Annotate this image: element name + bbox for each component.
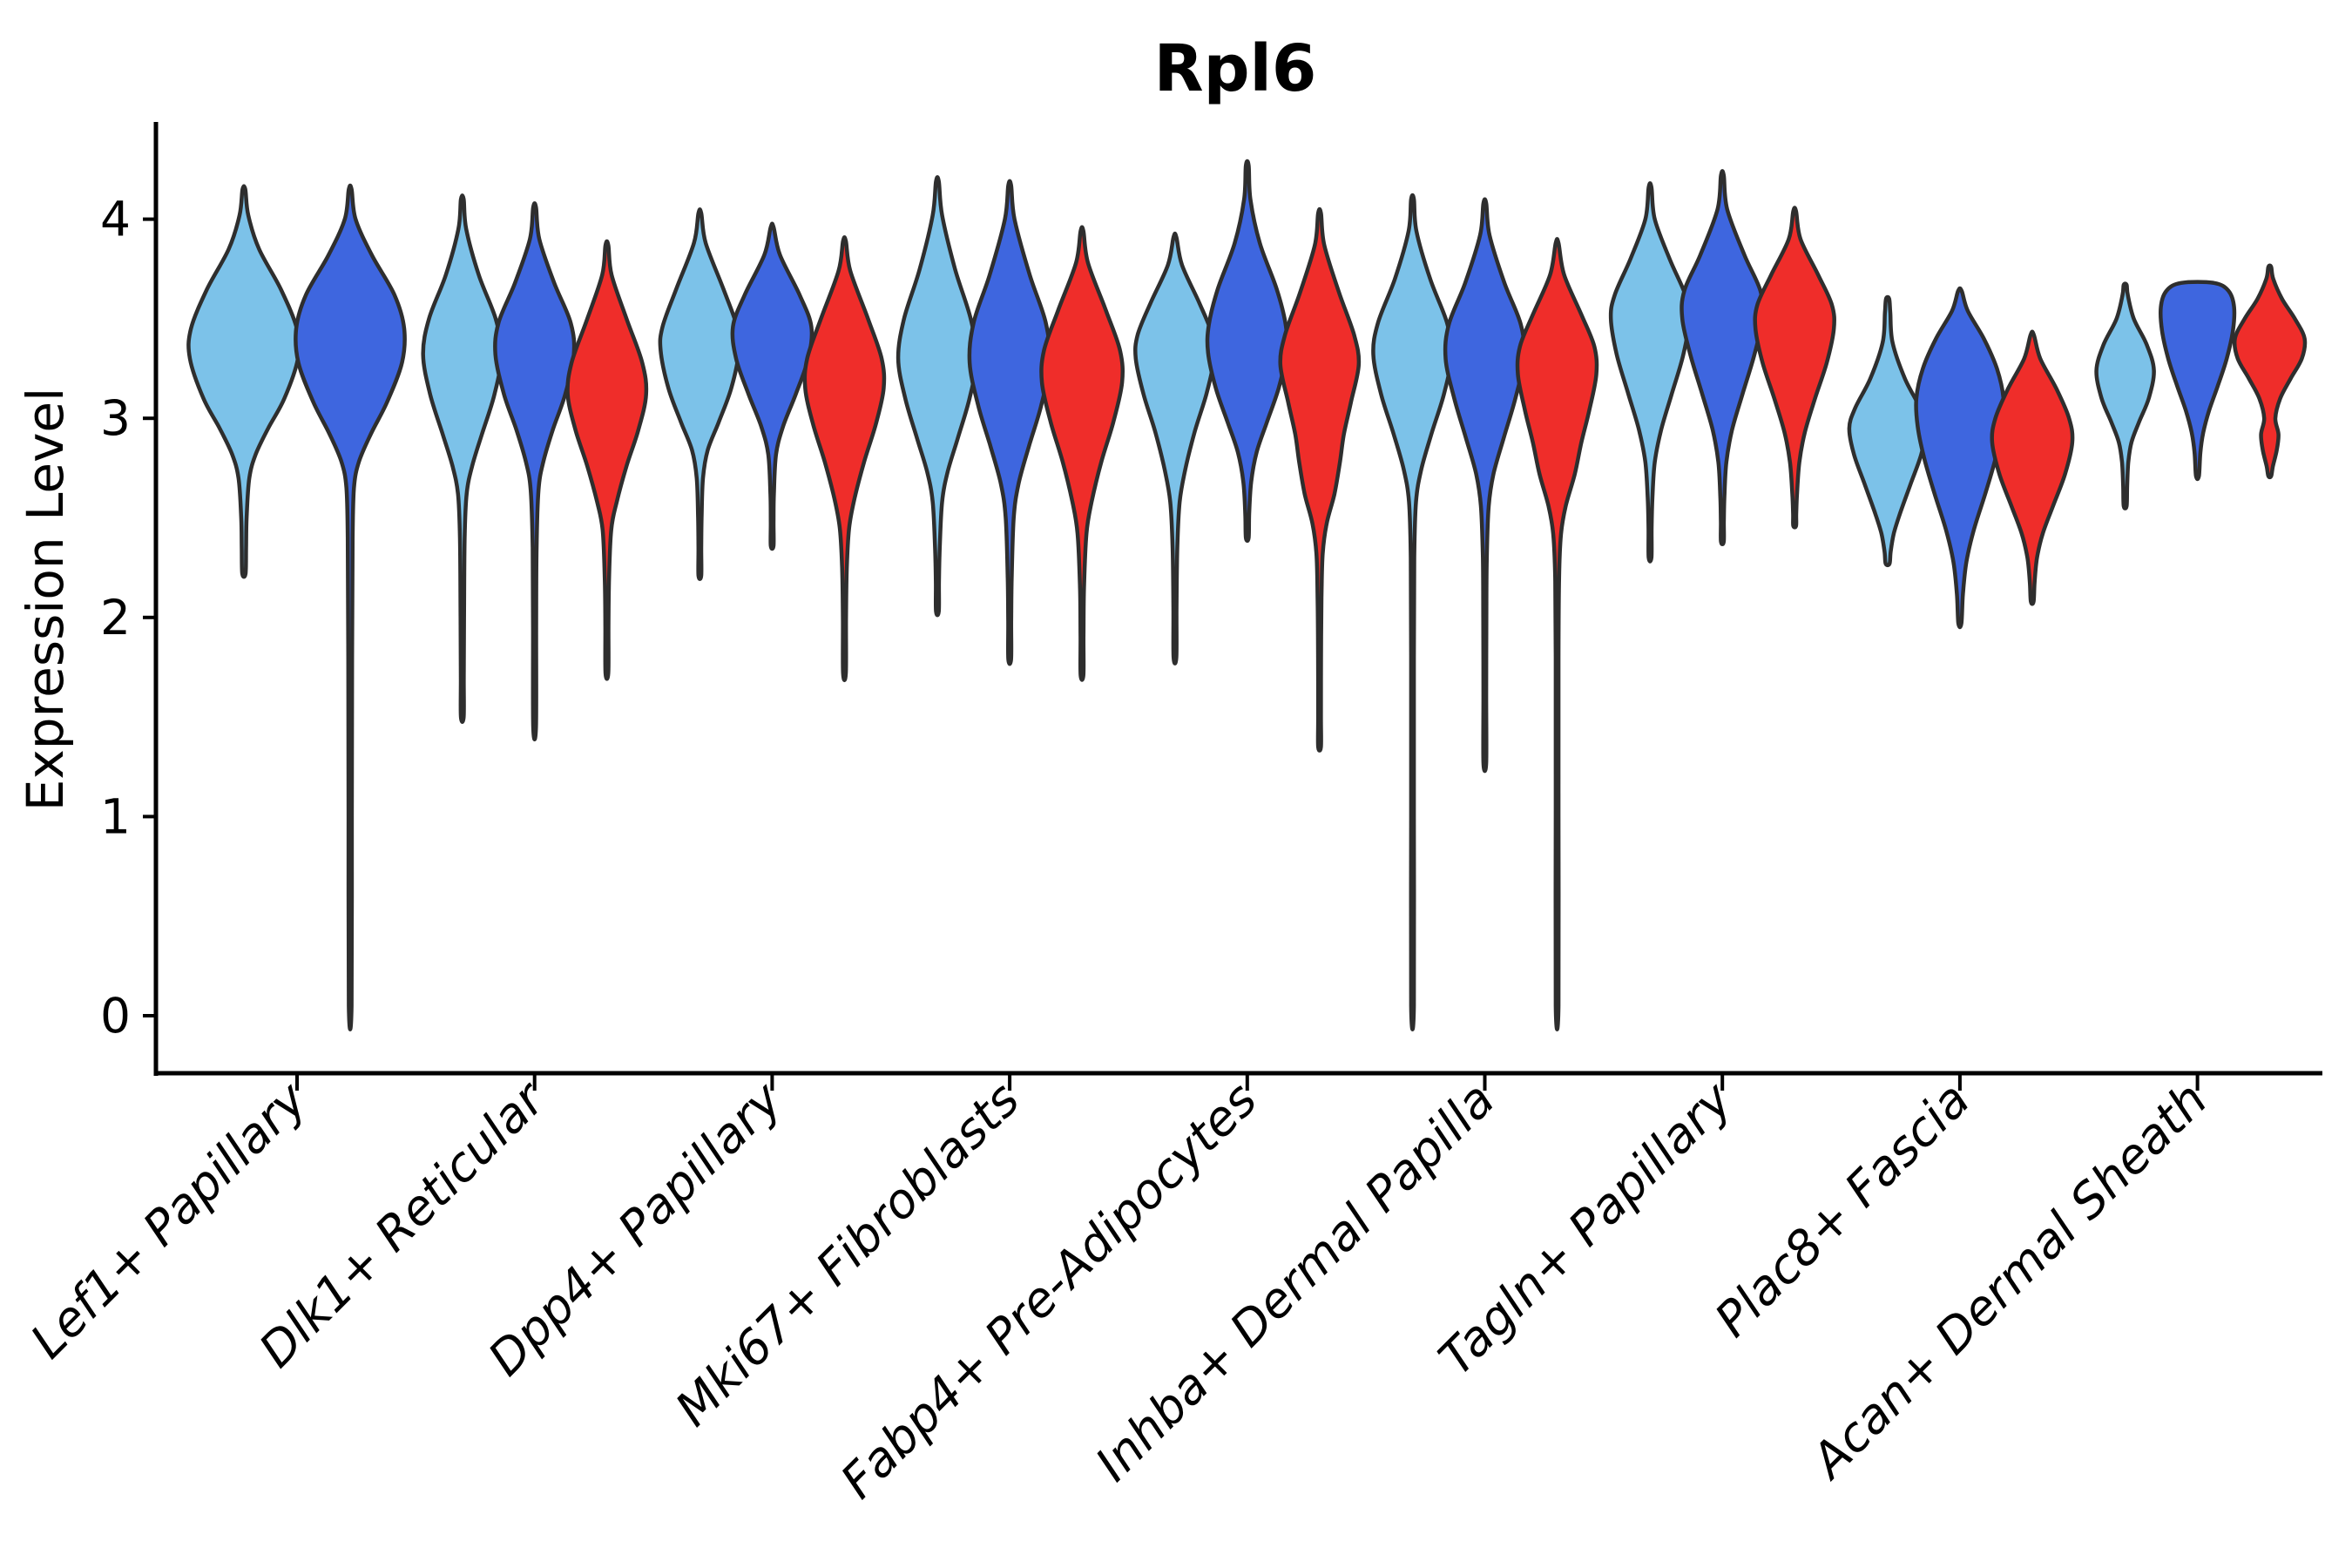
y-tick-label: 0 [100,988,131,1044]
violin-lef1-c1 [186,184,301,579]
violin-dlk1-c3 [565,239,649,681]
violin-plac8-c3 [1990,329,2075,606]
violins-layer [186,159,2308,1031]
violin-plac8-c1 [1847,294,1929,568]
violin-mki67-c1 [896,175,979,618]
y-tick-label: 4 [100,192,131,247]
x-tick-label: Inhba+ Dermal Papilla [1085,1071,1504,1491]
y-tick-label: 3 [100,390,131,446]
violin-dlk1-c2 [493,201,577,742]
violin-tagln-c3 [1753,206,1836,530]
violin-inhba-c1 [1371,193,1454,1031]
violin-dpp4-c3 [802,235,887,683]
violin-fabp4-c2 [1205,159,1289,544]
violin-tagln-c2 [1680,169,1766,546]
x-tick-label: Plac8+ Fascia [1704,1071,1980,1348]
violin-dlk1-c1 [421,193,504,725]
violin-fabp4-c1 [1133,231,1217,666]
violin-tagln-c1 [1608,181,1692,564]
violin-lef1-c2 [294,183,407,1031]
y-axis-ticks: 0 1 2 3 4 [100,192,156,1044]
x-tick-label: Acan+ Dermal Sheath [1799,1071,2218,1490]
y-tick-label: 1 [100,788,131,844]
violin-dpp4-c1 [658,207,742,582]
violin-mki67-c3 [1039,225,1125,682]
violin-mki67-c2 [967,179,1052,666]
violin-fabp4-c3 [1278,206,1362,753]
y-axis-label: Expression Level [16,388,75,811]
violin-acan-c3 [2232,263,2308,480]
violin-acan-c1 [2094,281,2156,510]
violin-acan-c2 [2159,280,2237,482]
violin-dpp4-c2 [730,221,814,551]
x-tick-label: Fabp4+ Pre-Adipocytes [830,1071,1267,1509]
violin-inhba-c3 [1515,237,1599,1031]
chart-title: Rpl6 [1154,31,1317,106]
violin-inhba-c2 [1443,197,1527,774]
y-tick-label: 2 [100,590,131,645]
violin-plac8-c2 [1914,286,2006,630]
